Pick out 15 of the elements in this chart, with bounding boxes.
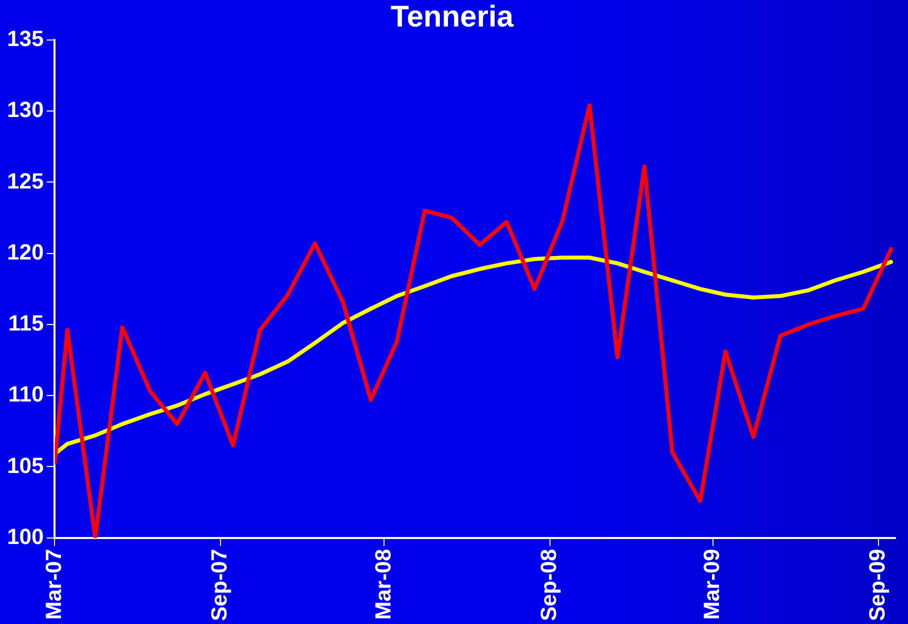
y-tick-label: 115 [8,310,44,336]
x-tick-label: Sep-09 [864,548,890,622]
chart-title: Tenneria [390,0,514,34]
y-tick-label: 100 [6,524,44,549]
x-tick-label: Mar-08 [370,548,396,620]
y-tick-label: 130 [6,97,44,122]
y-tick-label: 120 [6,239,44,264]
x-tick-label: Mar-09 [698,548,724,620]
x-tick-label: Sep-08 [536,548,561,622]
y-tick-label: 135 [6,26,44,52]
y-tick-label: 105 [6,452,44,478]
y-tick-label: 125 [6,168,44,194]
x-tick-label: Mar-07 [40,548,66,620]
y-tick-label: 110 [8,382,44,407]
x-tick-label: Sep-07 [206,548,232,622]
